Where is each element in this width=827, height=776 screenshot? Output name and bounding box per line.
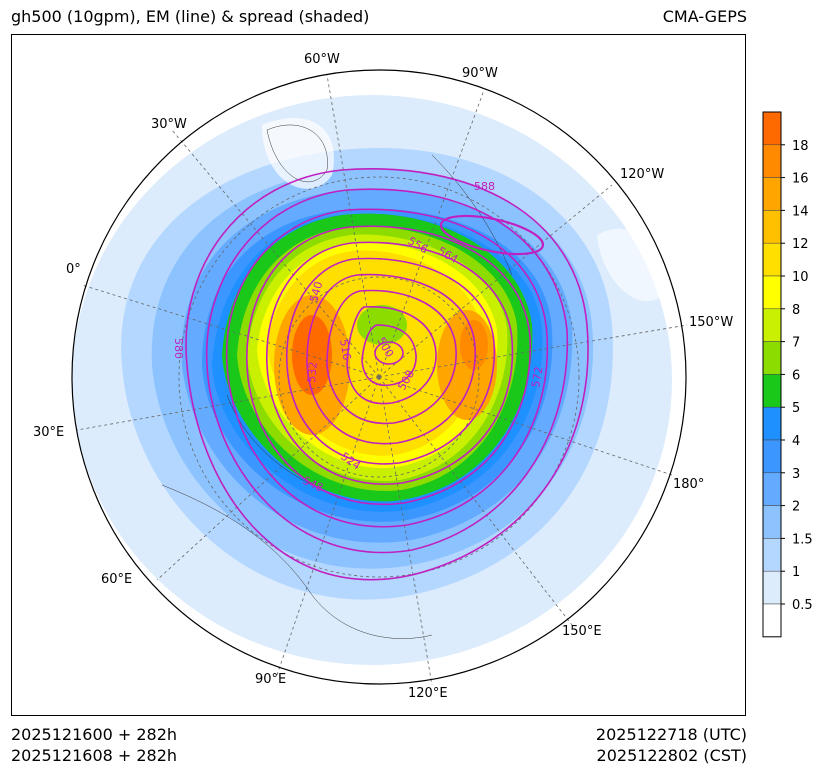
coastlines [161, 124, 513, 639]
colorbar-swatch [762, 538, 782, 572]
init-utc: 2025121600 + 282h [11, 725, 178, 744]
contour-516 [346, 306, 437, 405]
contour-508 [361, 324, 417, 386]
lon-label: 30°E [33, 425, 64, 440]
valid-cst: 2025122802 (CST) [596, 746, 747, 765]
lon-label: 150°E [562, 624, 602, 639]
colorbar-label: 16 [792, 172, 809, 187]
colorbar-swatch [762, 472, 782, 506]
footer-init: 2025121600 + 282h 2025121608 + 282h [11, 724, 177, 766]
em-contours [185, 168, 589, 581]
contour-label: 580 [172, 338, 185, 359]
lon-label: 30°W [151, 117, 187, 132]
footer-valid: 2025122718 (UTC) 2025122802 (CST) [596, 724, 747, 766]
colorbar-label: 5 [792, 401, 800, 416]
longitude-labels: 60°W 90°W 30°W 120°W 0° 150°W 30°E 180° … [33, 52, 733, 701]
contour-label: 572 [529, 366, 545, 389]
colorbar-label: 2 [792, 500, 800, 515]
colorbar-frame [762, 111, 782, 638]
spread-shading [72, 70, 686, 684]
colorbar-swatch [762, 603, 782, 638]
contour-556 [246, 225, 532, 506]
map-frame: 588 556 564 540 580 516 500 532 508 572 … [11, 34, 746, 716]
lon-label: 60°W [304, 52, 340, 67]
lon-label: 180° [673, 477, 704, 492]
contour-564 [225, 208, 549, 528]
colorbar-swatch [762, 406, 782, 441]
colorbar-label: 1.5 [792, 532, 813, 547]
contour-label: 588 [474, 180, 495, 193]
polar-map: 588 556 564 540 580 516 500 532 508 572 … [33, 52, 733, 701]
lon-label: 90°E [255, 672, 286, 687]
colorbar-label: 7 [792, 336, 800, 351]
contour-548 [266, 241, 514, 485]
alaska-snow [597, 228, 664, 302]
lon-label: 0° [66, 262, 81, 277]
lon-label: 120°W [620, 167, 664, 182]
colorbar-label: 4 [792, 434, 800, 449]
colorbar-swatch [762, 111, 782, 146]
colorbar-swatch [762, 570, 782, 605]
colorbar-label: 0.5 [792, 598, 813, 613]
chart-title: gh500 (10gpm), EM (line) & spread (shade… [11, 7, 370, 26]
model-name: CMA-GEPS [662, 7, 747, 26]
colorbar-label: 3 [792, 467, 800, 482]
contour-572 [205, 188, 569, 554]
colorbar-swatch [762, 374, 782, 408]
colorbar-label: 14 [792, 204, 809, 219]
lon-label: 90°W [462, 66, 498, 81]
colorbar-swatch [762, 308, 782, 342]
contour-532 [306, 273, 476, 445]
spread-18-west [292, 315, 332, 395]
colorbar-swatch [762, 177, 782, 211]
colorbar-label: 10 [792, 270, 809, 285]
colorbar-label: 1 [792, 565, 800, 580]
lon-label: 60°E [101, 572, 132, 587]
contour-label: 540 [307, 280, 325, 304]
colorbar-swatch [762, 242, 782, 277]
colorbar-swatch [762, 505, 782, 539]
colorbar: 18 16 14 12 10 8 7 6 5 4 3 2 1.5 1 0.5 [762, 111, 813, 638]
colorbar-swatch [762, 275, 782, 310]
contour-500 [374, 341, 404, 365]
colorbar-label: 12 [792, 237, 809, 252]
colorbar-label: 8 [792, 303, 800, 318]
contour-580 [185, 168, 589, 581]
contour-524 [326, 289, 457, 425]
contour-label: 532 [305, 361, 320, 383]
colorbar-label: 18 [792, 139, 809, 154]
lon-label: 150°W [689, 315, 733, 330]
lon-label: 120°E [408, 686, 448, 701]
colorbar-swatch [762, 144, 782, 178]
greenland [262, 118, 334, 189]
graticule [76, 74, 688, 686]
colorbar-swatch [762, 341, 782, 375]
contour-540 [286, 257, 496, 465]
init-cst: 2025121608 + 282h [11, 746, 178, 765]
contour-label: 516 [337, 338, 353, 361]
colorbar-swatch [762, 210, 782, 244]
colorbar-swatch [762, 439, 782, 474]
map-boundary [71, 69, 687, 685]
valid-utc: 2025122718 (UTC) [595, 725, 747, 744]
colorbar-label: 6 [792, 368, 800, 383]
